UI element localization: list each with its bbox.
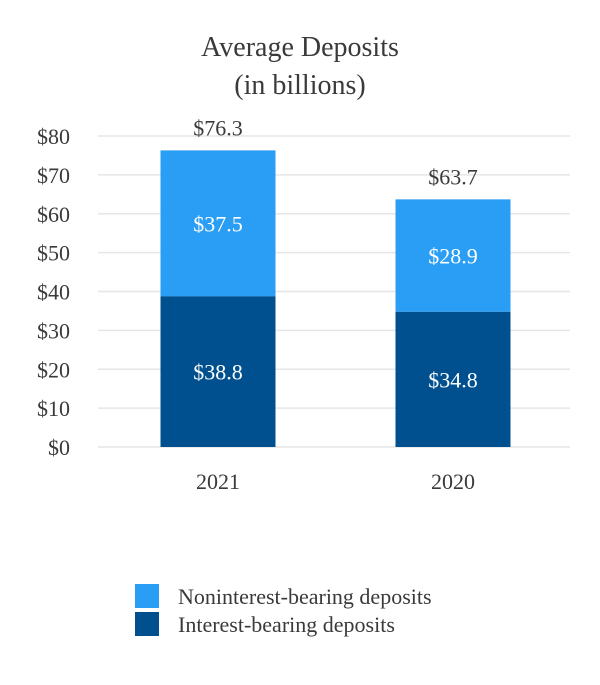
chart-subtitle: (in billions) — [234, 70, 365, 101]
y-tick-label-80: $80 — [37, 124, 70, 149]
chart-title: Average Deposits — [201, 32, 399, 63]
bar-2021-noninterest-bearing — [160, 150, 276, 297]
y-axis-ticks: $0 $10 $20 $30 $40 $50 $60 $70 $80 — [37, 124, 70, 460]
segment-label-2020-noninterest-bearing: $28.9 — [428, 244, 478, 269]
bar-2020-noninterest-bearing — [395, 199, 511, 312]
total-label-2020: $63.7 — [428, 164, 478, 189]
total-label-2021: $76.3 — [193, 115, 243, 140]
x-axis-categories: 2021 2020 — [196, 469, 475, 494]
y-tick-label-70: $70 — [37, 163, 70, 188]
bar-2020-interest-bearing — [395, 311, 511, 447]
legend-label-interest-bearing-deposits: Interest-bearing deposits — [178, 612, 395, 637]
legend-swatch-interest-bearing-deposits — [135, 612, 159, 636]
y-tick-label-30: $30 — [37, 318, 70, 343]
bar-2021-interest-bearing — [160, 296, 276, 447]
bar-labels: $38.8 $37.5 $76.3 $34.8 $28.9 $63.7 — [193, 115, 478, 392]
y-tick-label-50: $50 — [37, 241, 70, 266]
segment-label-2020-interest-bearing: $34.8 — [428, 367, 478, 392]
legend: Noninterest-bearing deposits Interest-bea… — [135, 584, 432, 637]
x-category-label-2021: 2021 — [196, 469, 240, 494]
y-tick-label-10: $10 — [37, 396, 70, 421]
legend-label-noninterest-bearing-deposits: Noninterest-bearing deposits — [178, 584, 432, 609]
legend-swatch-noninterest-bearing-deposits — [135, 584, 159, 608]
y-tick-label-20: $20 — [37, 357, 70, 382]
segment-label-2021-noninterest-bearing: $37.5 — [193, 211, 243, 236]
segment-label-2021-interest-bearing: $38.8 — [193, 360, 243, 385]
x-category-label-2020: 2020 — [431, 469, 475, 494]
bars — [160, 150, 511, 447]
y-tick-label-60: $60 — [37, 202, 70, 227]
y-tick-label-0: $0 — [48, 435, 70, 460]
y-tick-label-40: $40 — [37, 280, 70, 305]
